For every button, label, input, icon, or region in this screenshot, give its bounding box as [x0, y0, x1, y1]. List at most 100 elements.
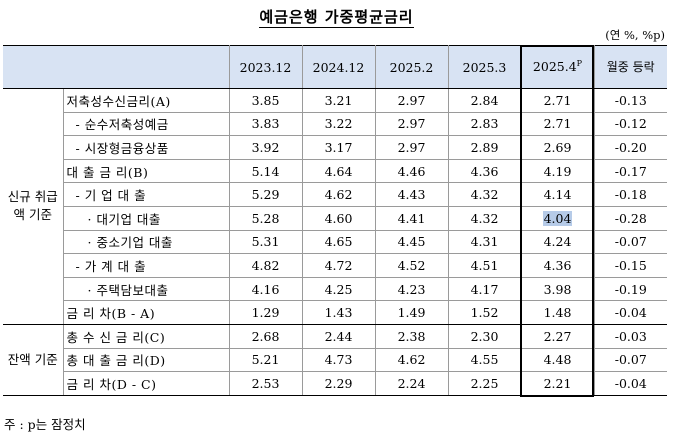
value-cell: 4.48	[520, 348, 594, 373]
value-cell: 4.73	[301, 348, 375, 373]
row-label: · 중소기업 대출	[63, 230, 229, 255]
value-cell: 1.49	[374, 300, 448, 325]
row-label: - 가 계 대 출	[63, 253, 229, 278]
value-cell: 1.43	[301, 300, 375, 325]
value-cell: 2.97	[374, 112, 448, 137]
rate-table: 2023.12 2024.12 2025.2 2025.3 2025.4P 월중…	[3, 45, 667, 396]
value-cell: 4.46	[374, 159, 448, 184]
value-cell: 3.92	[228, 135, 302, 160]
value-cell: 4.31	[447, 230, 521, 255]
value-cell: 4.19	[520, 159, 594, 184]
table-row: - 시장형금융상품 3.92 3.17 2.97 2.89 2.69 -0.20	[3, 135, 667, 160]
row-label: - 시장형금융상품	[63, 135, 229, 160]
unit-label: (연 %, %p)	[605, 28, 665, 42]
table-row: · 중소기업 대출 5.31 4.65 4.45 4.31 4.24 -0.07	[3, 230, 667, 255]
value-cell: 4.82	[228, 253, 302, 278]
table-row: - 순수저축성예금 3.83 3.22 2.97 2.83 2.71 -0.12	[3, 112, 667, 137]
value-cell: 5.21	[228, 348, 302, 373]
value-cell: 4.43	[374, 182, 448, 207]
row-label: 저축성수신금리(A)	[62, 88, 229, 113]
table-row: - 기 업 대 출 5.29 4.62 4.43 4.32 4.14 -0.18	[3, 182, 667, 207]
value-cell: -0.18	[593, 182, 667, 207]
row-label: 총 수 신 금 리(C)	[62, 324, 229, 349]
value-cell: 2.71	[520, 112, 594, 137]
value-cell: 2.89	[447, 135, 521, 160]
value-cell: 4.72	[301, 253, 375, 278]
value-cell: -0.04	[593, 300, 667, 325]
value-cell: 4.45	[374, 230, 448, 255]
value-cell: 4.65	[301, 230, 375, 255]
table-row: 신규 취급액 기준 저축성수신금리(A) 3.85 3.21 2.97 2.84 2.71-…	[3, 88, 667, 325]
row-label: - 순수저축성예금	[63, 112, 229, 137]
value-cell: -0.07	[593, 348, 667, 373]
value-cell: -0.20	[593, 135, 667, 160]
value-cell: 4.17	[447, 277, 521, 302]
value-cell: 1.48	[520, 300, 594, 325]
value-cell: -0.28	[593, 206, 667, 231]
value-cell: 1.52	[447, 300, 521, 325]
table-row: 총 대 출 금 리(D) 5.21 4.73 4.62 4.55 4.48 -0.07	[3, 348, 667, 373]
value-cell: 2.24	[374, 371, 448, 396]
value-cell: 3.85	[228, 88, 302, 113]
title-text: 예금은행 가중평균금리	[259, 8, 414, 28]
col-header: 2025.3	[447, 45, 521, 89]
value-cell: -0.15	[593, 253, 667, 278]
row-label: 금 리 차(B - A)	[63, 300, 229, 325]
value-cell: 4.51	[447, 253, 521, 278]
row-label: 대 출 금 리(B)	[63, 159, 229, 184]
value-cell: 5.14	[228, 159, 302, 184]
table-row: · 주택담보대출 4.16 4.25 4.23 4.17 3.98 -0.19	[3, 277, 667, 302]
table-row: 금 리 차(B - A) 1.29 1.43 1.49 1.52 1.48 -0.04	[3, 300, 667, 325]
value-cell: -0.13	[593, 88, 667, 113]
highlighted-value: 4.04	[542, 210, 573, 226]
value-cell: -0.12	[593, 112, 667, 137]
value-cell: 2.44	[301, 324, 375, 349]
value-cell: 2.97	[374, 135, 448, 160]
row-label: · 주택담보대출	[63, 277, 229, 302]
row-label: 총 대 출 금 리(D)	[63, 348, 229, 373]
value-cell: 4.55	[447, 348, 521, 373]
value-cell: 4.23	[374, 277, 448, 302]
value-cell: 5.28	[228, 206, 302, 231]
table-row: · 대기업 대출 5.28 4.60 4.41 4.32 4.04 -0.28	[3, 206, 667, 231]
value-cell: 2.68	[228, 324, 302, 349]
col-header: 2023.12	[228, 45, 302, 89]
value-cell: 4.32	[447, 182, 521, 207]
value-cell: 2.97	[374, 88, 448, 113]
value-cell: 2.25	[447, 371, 521, 396]
row-label: · 대기업 대출	[63, 206, 229, 231]
table-row: 대 출 금 리(B) 5.14 4.64 4.46 4.36 4.19 -0.17	[3, 159, 667, 184]
value-cell: 4.36	[520, 253, 594, 278]
value-cell: 2.83	[447, 112, 521, 137]
value-cell: 4.41	[374, 206, 448, 231]
table-body: 신규 취급액 기준 저축성수신금리(A) 3.85 3.21 2.97 2.84 2.71-…	[3, 88, 667, 396]
value-cell: -0.07	[593, 230, 667, 255]
value-cell: 4.62	[374, 348, 448, 373]
value-cell: 2.21	[520, 371, 594, 396]
value-cell: 2.27	[520, 324, 594, 349]
value-cell: -0.19	[593, 277, 667, 302]
col-header: 2025.2	[374, 45, 448, 89]
value-cell: 3.83	[228, 112, 302, 137]
value-cell: 4.14	[520, 182, 594, 207]
value-cell: 4.64	[301, 159, 375, 184]
table-row: 금 리 차(D - C) 2.53 2.29 2.24 2.25 2.21 -0.04	[3, 371, 667, 396]
value-cell: 2.53	[228, 371, 302, 396]
page-title: 예금은행 가중평균금리	[0, 6, 673, 28]
value-cell: 4.16	[228, 277, 302, 302]
value-cell: 3.21	[301, 88, 375, 113]
col-header-preliminary: 2025.4P	[520, 45, 594, 89]
value-cell: 2.38	[374, 324, 448, 349]
row-label: 금 리 차(D - C)	[63, 371, 229, 396]
value-cell: 4.62	[301, 182, 375, 207]
value-cell: 2.29	[301, 371, 375, 396]
value-cell: 5.29	[228, 182, 302, 207]
value-cell: 3.22	[301, 112, 375, 137]
value-cell: 4.52	[374, 253, 448, 278]
value-cell: -0.04	[593, 371, 667, 396]
preliminary-mark: P	[576, 59, 583, 69]
table-row: 잔액 기준 총 수 신 금 리(C) 2.68 2.44 2.38 2.30 2.27 -0.…	[3, 324, 667, 396]
value-cell: 4.25	[301, 277, 375, 302]
footnote: 주 : p는 잠정치	[4, 417, 86, 432]
value-cell: 2.84	[447, 88, 521, 113]
